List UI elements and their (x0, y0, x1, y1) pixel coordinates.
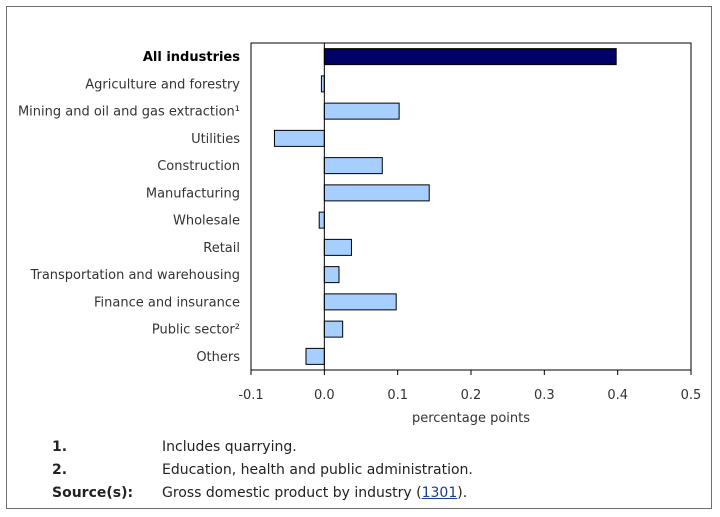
category-label: Utilities (191, 132, 240, 147)
bar (323, 293, 397, 311)
x-tick-label: 0.2 (461, 388, 482, 403)
chart-frame (6, 6, 712, 509)
bar (323, 320, 344, 338)
bar (323, 238, 352, 256)
category-label: Mining and oil and gas extraction¹ (18, 105, 240, 120)
x-axis-title: percentage points (412, 411, 530, 426)
bar (323, 157, 383, 175)
x-tick-label: 0.1 (387, 388, 408, 403)
source-text-after: ). (457, 485, 468, 501)
footnote-1: 1. Includes quarrying. (52, 436, 473, 459)
category-label: Retail (203, 241, 240, 256)
chart-notes: 1. Includes quarrying. 2. Education, hea… (52, 436, 473, 505)
plot-area (250, 42, 692, 371)
x-tick-label: 0.0 (314, 388, 335, 403)
source-table-link[interactable]: 1301 (421, 485, 458, 501)
footnote-1-text: Includes quarrying. (162, 439, 297, 455)
category-label: Wholesale (173, 214, 240, 229)
bar (323, 48, 617, 66)
footnote-2-text: Education, health and public administrat… (162, 462, 473, 478)
source-text-before: Gross domestic product by industry ( (162, 485, 422, 501)
x-tick-label: -0.1 (238, 388, 263, 403)
category-label: Agriculture and forestry (85, 77, 240, 92)
source-key: Source(s): (52, 485, 134, 501)
footnote-1-key: 1. (52, 439, 68, 455)
source-text: Gross domestic product by industry (1301… (162, 482, 467, 505)
x-tick-label: 0.3 (534, 388, 555, 403)
bar (323, 184, 430, 202)
bar (273, 129, 325, 147)
category-label: Construction (157, 159, 240, 174)
footnote-2-key: 2. (52, 462, 68, 478)
bar (305, 347, 325, 365)
bar (323, 102, 400, 120)
x-tick-label: 0.5 (681, 388, 702, 403)
bar (318, 211, 325, 229)
category-label: Public sector² (152, 323, 240, 338)
x-tick-label: 0.4 (607, 388, 628, 403)
footnote-2: 2. Education, health and public administ… (52, 459, 473, 482)
category-label: Others (196, 350, 240, 365)
category-label: Transportation and warehousing (29, 268, 240, 283)
bar (323, 266, 340, 284)
source-row: Source(s): Gross domestic product by ind… (52, 482, 473, 505)
category-label: Manufacturing (146, 186, 240, 201)
category-label: All industries (143, 50, 240, 65)
category-label: Finance and insurance (94, 295, 240, 310)
